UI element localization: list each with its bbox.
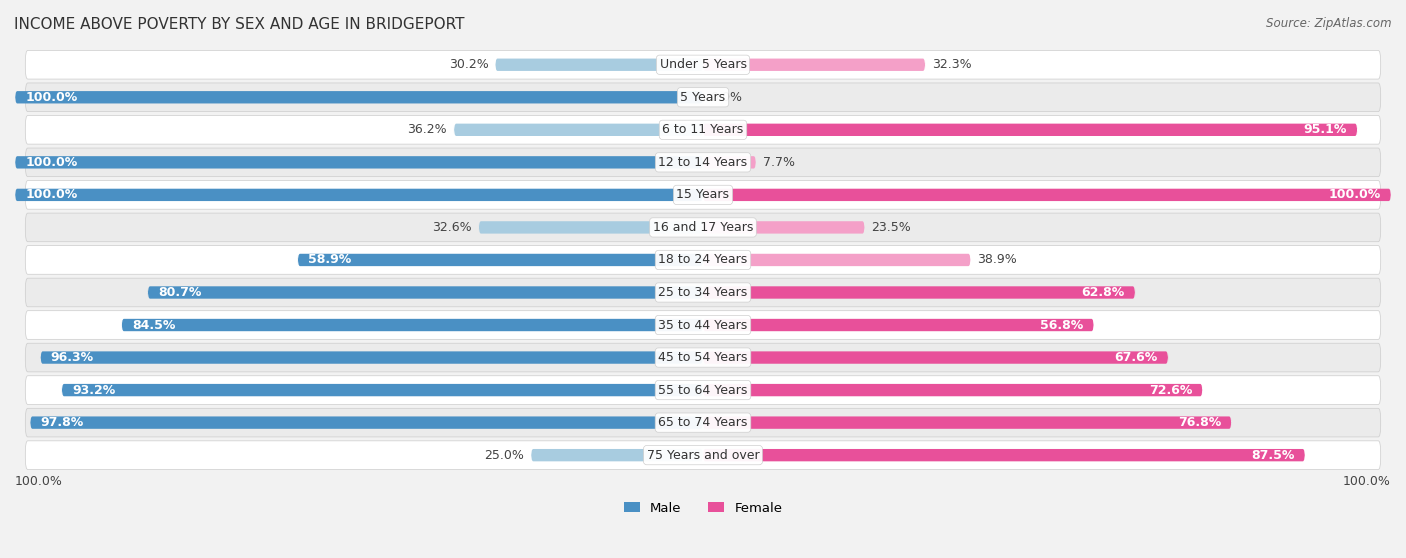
FancyBboxPatch shape [25, 181, 1381, 209]
Text: 58.9%: 58.9% [308, 253, 352, 267]
FancyBboxPatch shape [25, 116, 1381, 144]
FancyBboxPatch shape [25, 213, 1381, 242]
Text: 32.3%: 32.3% [932, 58, 972, 71]
Text: 25 to 34 Years: 25 to 34 Years [658, 286, 748, 299]
Text: 87.5%: 87.5% [1251, 449, 1295, 461]
Text: 15 Years: 15 Years [676, 189, 730, 201]
FancyBboxPatch shape [703, 416, 1232, 429]
FancyBboxPatch shape [495, 59, 703, 71]
FancyBboxPatch shape [703, 189, 1391, 201]
FancyBboxPatch shape [25, 83, 1381, 112]
FancyBboxPatch shape [30, 416, 703, 429]
FancyBboxPatch shape [703, 352, 1168, 364]
Text: 6 to 11 Years: 6 to 11 Years [662, 123, 744, 136]
FancyBboxPatch shape [15, 189, 703, 201]
Text: 23.5%: 23.5% [872, 221, 911, 234]
FancyBboxPatch shape [15, 156, 703, 169]
Text: INCOME ABOVE POVERTY BY SEX AND AGE IN BRIDGEPORT: INCOME ABOVE POVERTY BY SEX AND AGE IN B… [14, 17, 464, 32]
FancyBboxPatch shape [25, 148, 1381, 177]
FancyBboxPatch shape [122, 319, 703, 331]
Text: Under 5 Years: Under 5 Years [659, 58, 747, 71]
Text: 80.7%: 80.7% [157, 286, 201, 299]
Text: 56.8%: 56.8% [1040, 319, 1084, 331]
FancyBboxPatch shape [25, 441, 1381, 469]
FancyBboxPatch shape [703, 221, 865, 234]
FancyBboxPatch shape [25, 376, 1381, 405]
Text: 100.0%: 100.0% [25, 189, 77, 201]
Text: 55 to 64 Years: 55 to 64 Years [658, 383, 748, 397]
Text: 100.0%: 100.0% [1329, 189, 1381, 201]
FancyBboxPatch shape [41, 352, 703, 364]
Text: 35 to 44 Years: 35 to 44 Years [658, 319, 748, 331]
FancyBboxPatch shape [703, 449, 1305, 461]
FancyBboxPatch shape [703, 156, 756, 169]
Text: 75 Years and over: 75 Years and over [647, 449, 759, 461]
FancyBboxPatch shape [25, 311, 1381, 339]
FancyBboxPatch shape [703, 286, 1135, 299]
FancyBboxPatch shape [25, 343, 1381, 372]
Text: 100.0%: 100.0% [15, 475, 63, 488]
Text: 93.2%: 93.2% [72, 383, 115, 397]
FancyBboxPatch shape [298, 254, 703, 266]
FancyBboxPatch shape [62, 384, 703, 396]
FancyBboxPatch shape [703, 384, 1202, 396]
FancyBboxPatch shape [15, 91, 703, 103]
Text: 0.0%: 0.0% [710, 91, 742, 104]
FancyBboxPatch shape [703, 124, 1357, 136]
Text: 76.8%: 76.8% [1178, 416, 1220, 429]
Text: 96.3%: 96.3% [51, 351, 94, 364]
FancyBboxPatch shape [703, 59, 925, 71]
Text: 100.0%: 100.0% [25, 156, 77, 169]
FancyBboxPatch shape [25, 50, 1381, 79]
Text: Source: ZipAtlas.com: Source: ZipAtlas.com [1267, 17, 1392, 30]
Legend: Male, Female: Male, Female [619, 496, 787, 520]
FancyBboxPatch shape [25, 278, 1381, 307]
Text: 16 and 17 Years: 16 and 17 Years [652, 221, 754, 234]
FancyBboxPatch shape [531, 449, 703, 461]
Text: 100.0%: 100.0% [1343, 475, 1391, 488]
FancyBboxPatch shape [454, 124, 703, 136]
Text: 100.0%: 100.0% [25, 91, 77, 104]
Text: 65 to 74 Years: 65 to 74 Years [658, 416, 748, 429]
Text: 12 to 14 Years: 12 to 14 Years [658, 156, 748, 169]
FancyBboxPatch shape [703, 319, 1094, 331]
Text: 25.0%: 25.0% [484, 449, 524, 461]
FancyBboxPatch shape [478, 221, 703, 234]
FancyBboxPatch shape [25, 408, 1381, 437]
Text: 30.2%: 30.2% [449, 58, 488, 71]
Text: 45 to 54 Years: 45 to 54 Years [658, 351, 748, 364]
Text: 67.6%: 67.6% [1115, 351, 1157, 364]
Text: 18 to 24 Years: 18 to 24 Years [658, 253, 748, 267]
Text: 72.6%: 72.6% [1149, 383, 1192, 397]
Text: 97.8%: 97.8% [41, 416, 84, 429]
FancyBboxPatch shape [703, 254, 970, 266]
Text: 36.2%: 36.2% [408, 123, 447, 136]
Text: 62.8%: 62.8% [1081, 286, 1125, 299]
FancyBboxPatch shape [25, 246, 1381, 275]
Text: 95.1%: 95.1% [1303, 123, 1347, 136]
Text: 5 Years: 5 Years [681, 91, 725, 104]
Text: 32.6%: 32.6% [432, 221, 472, 234]
FancyBboxPatch shape [148, 286, 703, 299]
Text: 38.9%: 38.9% [977, 253, 1018, 267]
Text: 84.5%: 84.5% [132, 319, 176, 331]
Text: 7.7%: 7.7% [763, 156, 794, 169]
